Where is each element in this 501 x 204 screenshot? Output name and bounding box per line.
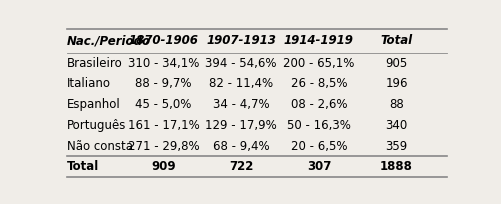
Text: 905: 905 [385,57,408,70]
Text: 1914-1919: 1914-1919 [284,34,354,48]
Text: Espanhol: Espanhol [67,98,120,111]
Text: 310 - 34,1%: 310 - 34,1% [128,57,199,70]
Text: 394 - 54,6%: 394 - 54,6% [205,57,277,70]
Text: 307: 307 [307,160,331,173]
Text: 50 - 16,3%: 50 - 16,3% [287,119,351,132]
Text: 1907-1913: 1907-1913 [206,34,276,48]
Text: Brasileiro: Brasileiro [67,57,122,70]
Text: 1888: 1888 [380,160,413,173]
Text: Português: Português [67,119,126,132]
Text: Italiano: Italiano [67,77,111,90]
Text: 34 - 4,7%: 34 - 4,7% [213,98,270,111]
Text: 1870-1906: 1870-1906 [129,34,198,48]
Text: Total: Total [380,34,413,48]
Text: Não consta: Não consta [67,140,132,153]
Text: 20 - 6,5%: 20 - 6,5% [291,140,347,153]
Text: Nac./Periodo: Nac./Periodo [67,34,151,48]
Text: 359: 359 [385,140,408,153]
Text: 271 - 29,8%: 271 - 29,8% [128,140,199,153]
Text: 161 - 17,1%: 161 - 17,1% [128,119,199,132]
Text: 196: 196 [385,77,408,90]
Text: Total: Total [67,160,99,173]
Text: 909: 909 [151,160,176,173]
Text: 82 - 11,4%: 82 - 11,4% [209,77,273,90]
Text: 26 - 8,5%: 26 - 8,5% [291,77,347,90]
Text: 88 - 9,7%: 88 - 9,7% [135,77,192,90]
Text: 45 - 5,0%: 45 - 5,0% [135,98,192,111]
Text: 129 - 17,9%: 129 - 17,9% [205,119,277,132]
Text: 68 - 9,4%: 68 - 9,4% [213,140,270,153]
Text: 722: 722 [229,160,254,173]
Text: 88: 88 [389,98,404,111]
Text: 200 - 65,1%: 200 - 65,1% [283,57,355,70]
Text: 340: 340 [385,119,408,132]
Text: 08 - 2,6%: 08 - 2,6% [291,98,347,111]
